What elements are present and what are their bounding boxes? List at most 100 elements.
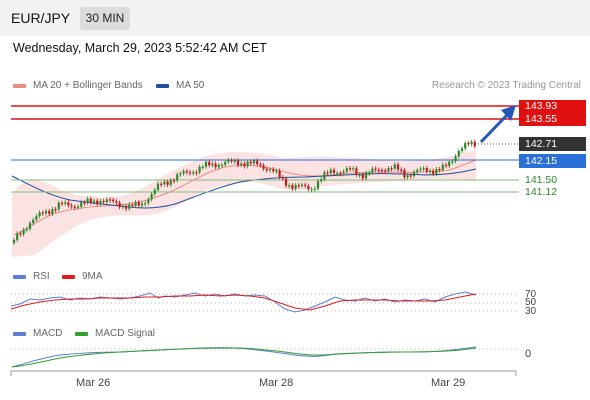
candle-body	[92, 200, 96, 203]
candle-body	[211, 163, 214, 166]
candle-body	[294, 185, 297, 189]
candle-body	[252, 160, 256, 164]
candle-body	[57, 202, 60, 210]
candle-body	[272, 169, 275, 172]
candle-body	[115, 201, 118, 203]
candle-body	[25, 228, 28, 231]
candle-body	[67, 202, 70, 206]
candle-body	[12, 239, 16, 243]
projection-arrow-line	[479, 113, 509, 144]
rsi-9ma-line	[10, 293, 477, 311]
candle-body	[393, 164, 396, 169]
candle-body	[172, 180, 176, 182]
candle-body	[348, 168, 352, 170]
candle-body	[38, 212, 41, 217]
macd-zero-label: 0	[525, 348, 532, 360]
candle-body	[396, 164, 400, 170]
candle-body	[390, 168, 393, 170]
candle-body	[80, 202, 83, 207]
candle-body	[470, 141, 473, 145]
candle-body	[89, 198, 92, 203]
candle-body	[297, 185, 300, 187]
candle-body	[262, 165, 265, 169]
candle-body	[195, 172, 198, 174]
candle-body	[336, 172, 339, 175]
candle-body	[192, 172, 195, 174]
candle-body	[256, 160, 259, 165]
candle-body	[124, 206, 128, 209]
legend-9ma-label: 9MA	[82, 271, 103, 282]
timeframe-button[interactable]: 30 MIN	[80, 7, 130, 30]
candle-body	[54, 209, 57, 211]
candle-body	[355, 168, 358, 175]
candle-body	[358, 174, 361, 176]
candle-body	[153, 189, 156, 195]
candle-body	[128, 204, 131, 209]
candle-body	[140, 203, 144, 206]
date-label-mar28: Mar 28	[259, 377, 294, 389]
candle-body	[217, 165, 220, 168]
candle-body	[454, 156, 457, 162]
candle-body	[198, 166, 201, 173]
candle-body	[99, 200, 102, 205]
candle-body	[64, 202, 67, 204]
legend-ma20-bollinger: MA 20 + Bollinger Bands	[13, 80, 143, 91]
candle-body	[134, 202, 137, 206]
rsi-50-label: 50	[525, 297, 537, 308]
header-bar: EUR/JPY 30 MIN	[0, 0, 590, 36]
candle-body	[182, 171, 185, 174]
candle-body	[166, 181, 169, 185]
candle-body	[208, 161, 211, 166]
candle-body	[444, 164, 448, 166]
macd-signal-line	[11, 347, 477, 368]
candle-body	[364, 172, 368, 179]
candle-body	[409, 175, 412, 177]
candle-body	[345, 168, 348, 172]
candle-body	[32, 219, 35, 224]
legend-macd-signal: MACD Signal	[75, 328, 155, 339]
resistance-tag: 143.93 143.55	[519, 100, 586, 126]
candle-body	[416, 170, 419, 172]
candle-body	[438, 169, 441, 171]
candle-body	[240, 163, 243, 166]
candle-body	[176, 174, 179, 181]
date-label-mar29: Mar 29	[431, 377, 466, 389]
candlestick-series	[12, 139, 476, 246]
candle-body	[473, 141, 476, 147]
candle-body	[368, 172, 371, 174]
candle-body	[204, 161, 208, 167]
candle-body	[435, 169, 438, 174]
ma50-swatch-icon	[156, 83, 169, 88]
candle-body	[316, 181, 320, 189]
legend-ma50-label: MA 50	[176, 80, 205, 91]
candle-body	[105, 199, 108, 203]
candle-body	[44, 210, 48, 214]
candle-body	[112, 199, 115, 202]
candle-body	[86, 198, 89, 203]
macd-signal-swatch-icon	[75, 331, 88, 336]
candle-body	[278, 170, 281, 178]
legend-rsi-9ma: 9MA	[62, 271, 103, 282]
candle-body	[467, 143, 470, 145]
candle-body	[19, 233, 22, 235]
candle-body	[313, 188, 316, 190]
candle-body	[144, 203, 147, 205]
legend-ma50: MA 50	[156, 80, 204, 91]
candle-body	[374, 168, 377, 170]
pivot-tag: 142.15	[519, 154, 586, 168]
candle-body	[108, 199, 112, 201]
candle-body	[281, 177, 284, 179]
candle-body	[432, 170, 435, 174]
rsi-9ma-swatch-icon	[62, 274, 75, 279]
candle-body	[121, 206, 124, 208]
candle-body	[320, 179, 323, 182]
candle-body	[131, 204, 134, 206]
candle-body	[371, 168, 374, 173]
macd-line	[11, 346, 477, 368]
candle-body	[384, 170, 387, 172]
candle-body	[118, 202, 121, 208]
candle-body	[339, 172, 342, 175]
candle-body	[76, 206, 80, 208]
resistance-1-value: 143.55	[525, 113, 558, 125]
candle-body	[361, 174, 364, 179]
